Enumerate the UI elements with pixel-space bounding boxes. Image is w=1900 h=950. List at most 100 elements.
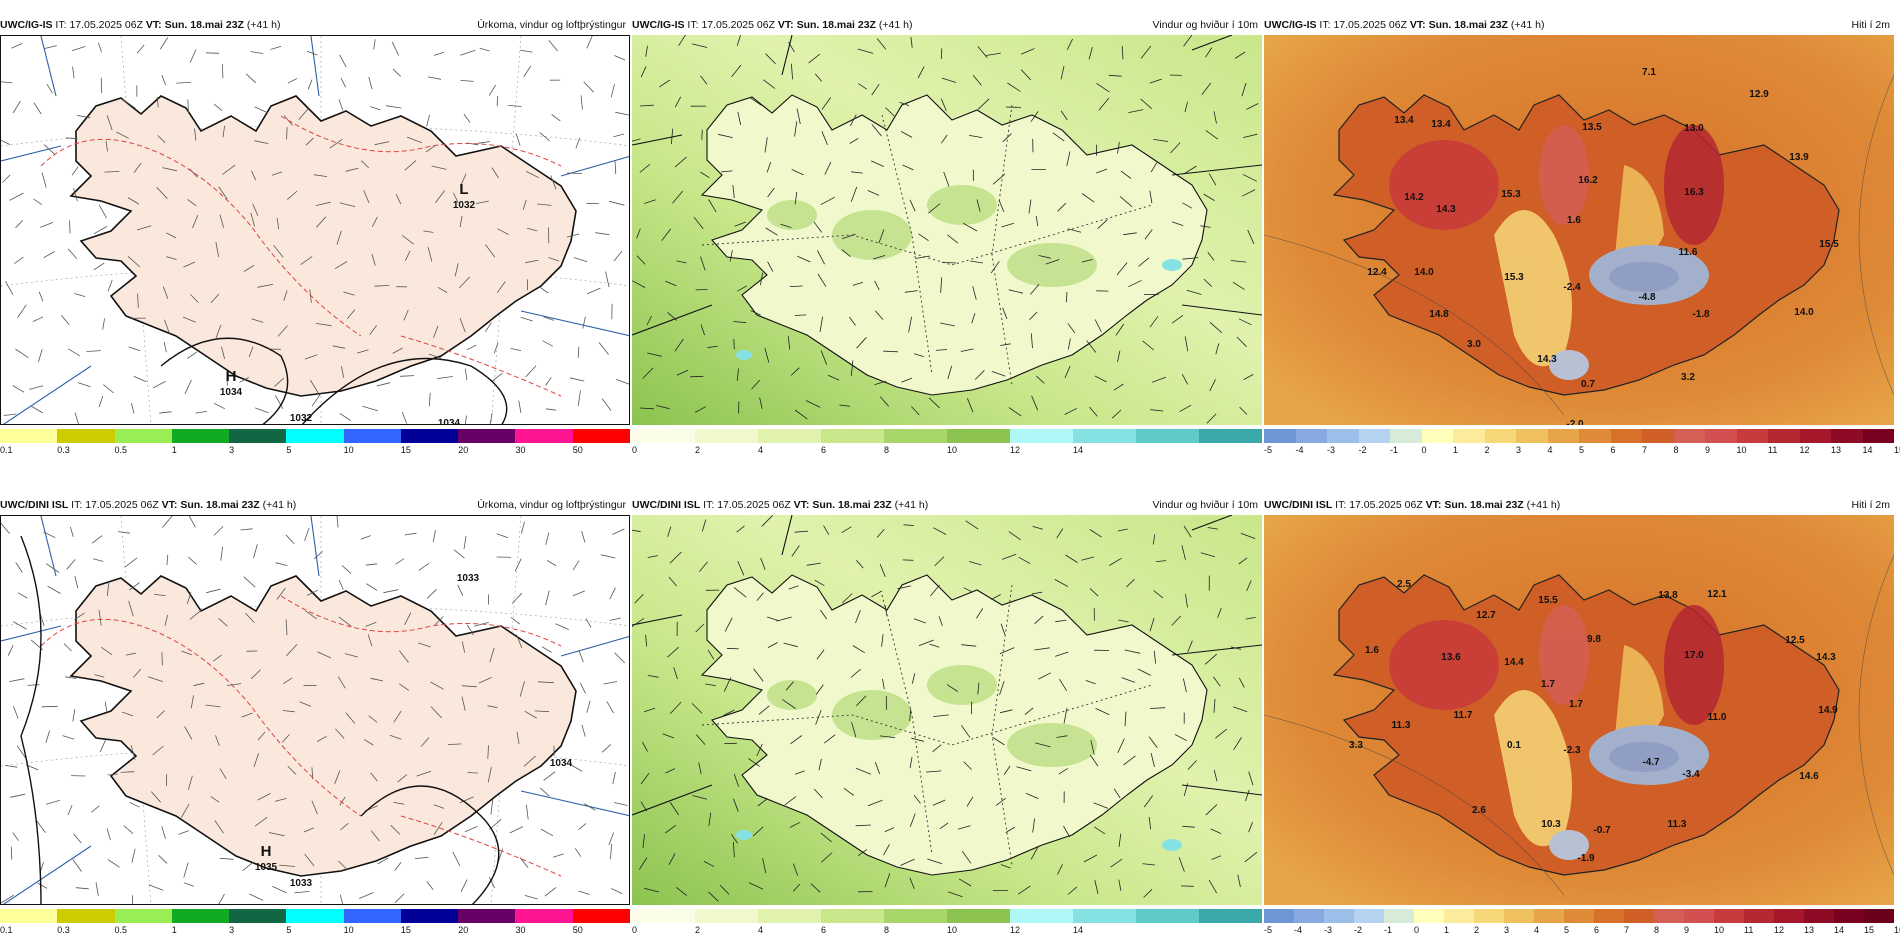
scale-swatch <box>821 909 884 923</box>
scale-swatch <box>1736 429 1768 443</box>
panel-header: UWC/IG-IS IT: 17.05.2025 06Z VT: Sun. 18… <box>632 15 1262 35</box>
scale-tick-label: 5 <box>286 925 292 935</box>
scale-swatch <box>1624 909 1654 923</box>
scale-tick-label: 1 <box>171 445 177 455</box>
color-scale-ticks: -5-4-3-2-10123456789101112131415161718 <box>1264 925 1900 939</box>
temperature-value-label: 12.5 <box>1785 635 1805 646</box>
map-panel-prec-igis: UWC/IG-IS IT: 17.05.2025 06Z VT: Sun. 18… <box>0 15 630 465</box>
scale-tick-label: 6 <box>1594 925 1600 935</box>
scale-swatch <box>1384 909 1414 923</box>
scale-swatch <box>1295 429 1327 443</box>
map-area[interactable] <box>632 35 1262 425</box>
panel-header: UWC/DINI ISL IT: 17.05.2025 06Z VT: Sun.… <box>0 495 630 515</box>
map-area[interactable]: 2.5 12.7 15.5 13.8 12.1 1.6 13.6 14.4 1.7 9.8 17.0… <box>1264 515 1894 905</box>
map-area[interactable] <box>632 515 1262 905</box>
temperature-value-label: 14.3 <box>1436 204 1456 215</box>
scale-tick-label: 6 <box>1610 445 1616 455</box>
scale-swatch <box>1390 429 1422 443</box>
temperature-value-label: 9.8 <box>1587 634 1601 645</box>
scale-tick-label: 11 <box>1744 925 1754 935</box>
scale-swatch <box>1862 429 1894 443</box>
panel-header: UWC/IG-IS IT: 17.05.2025 06Z VT: Sun. 18… <box>1264 15 1894 35</box>
scale-tick-label: 8 <box>1673 445 1679 455</box>
scale-tick-label: 1 <box>1453 445 1459 455</box>
map-panel-prec-dini: UWC/DINI ISL IT: 17.05.2025 06Z VT: Sun.… <box>0 495 630 945</box>
scale-swatch <box>1324 909 1354 923</box>
temperature-value-label: 14.6 <box>1799 771 1819 782</box>
scale-tick-label: 9 <box>1705 445 1711 455</box>
temperature-value-label: 15.3 <box>1504 272 1524 283</box>
vt-value: Sun. 18.mai 23Z <box>180 499 260 511</box>
iceland-landmass <box>69 95 577 397</box>
scale-tick-label: 4 <box>758 925 764 935</box>
it-label: IT: <box>1319 19 1331 31</box>
scale-tick-label: -1 <box>1384 925 1393 935</box>
scale-tick-label: 6 <box>821 925 827 935</box>
lead-time: (+41 h) <box>1526 499 1561 511</box>
scale-swatch <box>1579 429 1611 443</box>
scale-swatch <box>400 429 459 443</box>
scale-swatch <box>57 429 115 443</box>
scale-swatch <box>458 909 516 923</box>
scale-tick-label: 0.5 <box>114 925 128 935</box>
scale-swatch <box>1199 429 1262 443</box>
vt-label: VT: <box>1409 19 1426 31</box>
scale-swatch <box>1610 429 1642 443</box>
scale-swatch <box>1831 429 1863 443</box>
scale-swatch <box>1453 429 1485 443</box>
scale-tick-label: 0.1 <box>0 925 13 935</box>
map-area[interactable]: L 1032 H 1034 1032 1034 <box>0 35 630 425</box>
vt-label: VT: <box>793 499 810 511</box>
wind-map-svg <box>632 35 1262 425</box>
temperature-value-label: 15.3 <box>1501 189 1521 200</box>
temperature-value-label: 11.0 <box>1708 712 1727 723</box>
scale-swatch <box>1327 429 1359 443</box>
scale-tick-label: -4 <box>1294 925 1303 935</box>
scale-swatch <box>884 909 947 923</box>
scale-tick-label: 12 <box>1010 925 1021 935</box>
scale-tick-label: -1 <box>1390 445 1399 455</box>
temperature-value-label: 11.3 <box>1392 720 1411 731</box>
temperature-value-label: -3.4 <box>1682 769 1700 780</box>
pressure-value: 1032 <box>453 200 476 211</box>
scale-swatch <box>343 909 401 923</box>
model-source: UWC/DINI ISL <box>0 499 69 511</box>
iceland-landmass <box>69 575 577 877</box>
temperature-value-label: 13.4 <box>1394 115 1414 126</box>
wind-map-svg <box>632 515 1262 905</box>
temperature-value-label: 13.0 <box>1684 123 1704 134</box>
scale-tick-label: 12 <box>1774 925 1785 935</box>
it-value: 17.05.2025 06Z <box>69 19 143 31</box>
color-scale <box>632 429 1262 443</box>
vt-value: Sun. 18.mai 23Z <box>796 19 876 31</box>
scale-tick-label: 10 <box>343 925 354 935</box>
vt-label: VT: <box>1425 499 1442 511</box>
isobar-label: 1034 <box>438 418 461 425</box>
scale-swatch <box>1199 909 1262 923</box>
map-area[interactable]: 7.1 12.9 13.4 13.4 13.5 13.0 13.9 14.2 14.3 15.3 1… <box>1264 35 1894 425</box>
scale-tick-label: 6 <box>821 445 827 455</box>
temperature-value-label: 14.4 <box>1504 657 1524 668</box>
map-area[interactable]: 1033 H 1035 1033 1034 <box>0 515 630 905</box>
temperature-map-svg: 7.1 12.9 13.4 13.4 13.5 13.0 13.9 14.2 14.3 15.3 1… <box>1264 35 1894 425</box>
scale-tick-label: 7 <box>1624 925 1630 935</box>
temperature-value-label: 14.9 <box>1818 705 1838 716</box>
it-label: IT: <box>1335 499 1347 511</box>
scale-swatch <box>695 429 758 443</box>
scale-swatch <box>343 429 401 443</box>
scale-swatch <box>171 429 230 443</box>
temperature-value-label: 15.5 <box>1819 239 1839 250</box>
panel-title: Hiti í 2m <box>1851 499 1890 511</box>
scale-swatch <box>458 429 516 443</box>
temperature-value-label: 14.3 <box>1537 354 1557 365</box>
temperature-value-label: -0.7 <box>1593 825 1611 836</box>
temperature-value-label: 1.7 <box>1569 699 1583 710</box>
temperature-value-label: 14.8 <box>1429 309 1449 320</box>
scale-swatch <box>1474 909 1504 923</box>
scale-tick-label: 4 <box>1534 925 1540 935</box>
it-label: IT: <box>687 19 699 31</box>
scale-swatch <box>1010 429 1073 443</box>
scale-swatch <box>1714 909 1744 923</box>
scale-tick-label: 2 <box>695 925 701 935</box>
scale-swatch <box>515 429 573 443</box>
